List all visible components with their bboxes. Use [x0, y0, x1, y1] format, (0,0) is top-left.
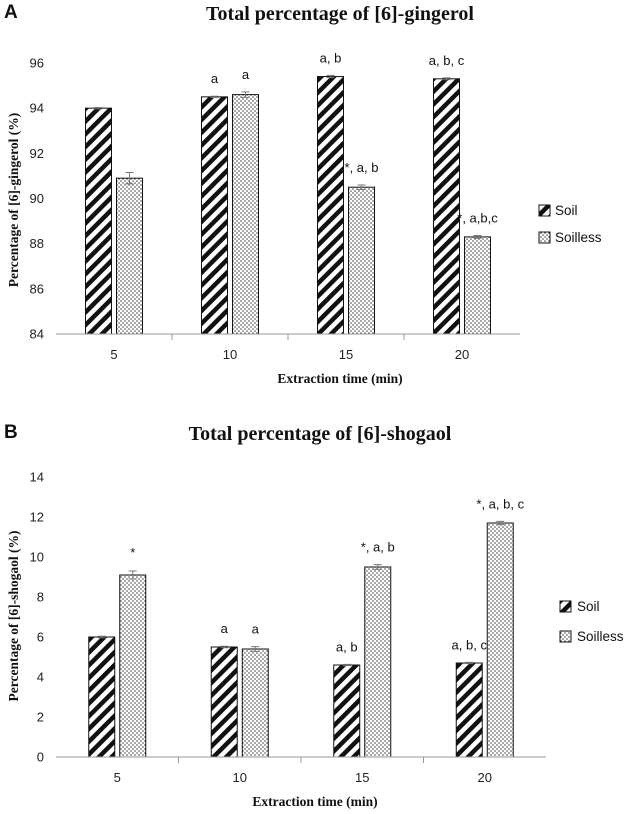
bar-a-soilless-20	[464, 236, 491, 335]
bar-a-soilless-5	[116, 177, 143, 335]
annotation-a-soil-20: a, b, c	[429, 53, 465, 68]
error-bar-b-soilless-5	[128, 570, 137, 580]
x-axis-label-a: Extraction time (min)	[277, 371, 402, 386]
bar-a-soil-5	[85, 107, 112, 335]
error-bar-b-soilless-10	[251, 646, 260, 652]
y-tick-label-a-5: 94	[30, 101, 44, 116]
error-bar-a-soilless-20	[473, 235, 482, 239]
bar-a-soilless-15	[348, 186, 375, 335]
bar-b-soilless-15	[364, 566, 392, 758]
bar-b-soilless-5	[119, 574, 147, 758]
y-ticks-b: 0 2 4 6 8 10 12 14	[30, 470, 44, 765]
legend-a: Soil Soilless	[538, 203, 602, 245]
bar-b-soil-20	[455, 662, 483, 758]
annotation-b-soil-15: a, b	[336, 639, 358, 654]
annotation-a-soilless-20: *, a,b,c	[457, 211, 498, 226]
y-tick-label-a-4: 92	[30, 146, 44, 161]
error-bar-b-soilless-15	[373, 564, 382, 570]
annotation-b-soil-20: a, b, c	[452, 637, 488, 652]
legend-swatch-soilless-b	[559, 630, 572, 643]
legend-label-soil-b: Soil	[577, 599, 600, 614]
y-tick-label-b-0: 0	[37, 750, 44, 765]
error-bar-b-soil-20	[465, 661, 474, 665]
y-tick-label-a-3: 90	[30, 191, 44, 206]
legend-b: Soil Soilless	[559, 599, 624, 644]
x-ticks-b: 5 10 15 20	[114, 757, 492, 785]
annotations-b: a a, b a, b, c * a *, a, b *, a, b, c	[130, 496, 524, 654]
error-bar-a-soil-5	[94, 106, 103, 110]
y-tick-label-a-1: 86	[30, 281, 44, 296]
y-tick-label-a-0: 84	[30, 327, 44, 342]
legend-swatch-soilless-a	[538, 231, 551, 244]
y-tick-label-b-7: 14	[30, 470, 44, 485]
annotation-b-soil-10: a	[221, 621, 229, 636]
error-bar-b-soil-10	[220, 645, 229, 649]
annotation-b-soilless-5: *	[130, 545, 135, 560]
annotation-a-soil-10: a	[211, 71, 219, 86]
x-tick-label-a-1: 10	[223, 347, 237, 362]
x-axis-label-b: Extraction time (min)	[252, 794, 377, 809]
panel-a-chart: A Total percentage of [6]-gingerol Extra…	[4, 2, 602, 386]
bar-a-soil-15	[317, 76, 344, 335]
y-axis-label-a: Percentage of [6]-gingerol (%)	[6, 113, 21, 288]
panel-letter-a: A	[4, 2, 18, 23]
x-tick-label-a-2: 15	[339, 347, 353, 362]
bar-a-soil-20	[433, 78, 460, 335]
error-bar-a-soilless-15	[357, 184, 366, 190]
legend-swatch-soil-a	[538, 204, 551, 217]
y-tick-label-a-2: 88	[30, 236, 44, 251]
legend-label-soilless-b: Soilless	[577, 629, 624, 644]
annotation-b-soilless-15: *, a, b	[361, 540, 395, 555]
y-ticks-a: 84 86 88 90 92 94 96	[30, 56, 44, 342]
legend-swatch-soil-b	[559, 600, 572, 613]
x-tick-label-b-1: 10	[233, 770, 247, 785]
panel-b-chart: B Total percentage of [6]-shogaol Extrac…	[4, 422, 624, 809]
bar-b-soil-10	[210, 646, 238, 758]
y-tick-label-b-4: 8	[37, 590, 44, 605]
x-tick-label-b-0: 5	[114, 770, 121, 785]
bar-b-soil-15	[333, 664, 361, 758]
x-tick-label-b-2: 15	[355, 770, 369, 785]
bar-b-soilless-20	[486, 522, 514, 758]
legend-label-soilless-a: Soilless	[555, 230, 602, 245]
y-tick-label-b-6: 12	[30, 510, 44, 525]
y-tick-label-b-2: 4	[37, 670, 44, 685]
error-bar-b-soil-5	[97, 635, 106, 639]
bar-a-soil-10	[201, 96, 228, 335]
y-tick-label-b-1: 2	[37, 710, 44, 725]
panel-letter-b: B	[4, 422, 18, 443]
y-tick-label-b-5: 10	[30, 550, 44, 565]
error-bar-a-soil-10	[210, 95, 219, 99]
bar-b-soil-5	[88, 636, 116, 758]
x-tick-label-b-3: 20	[478, 770, 492, 785]
bars-b	[88, 520, 514, 758]
x-ticks-a: 5 10 15 20	[110, 334, 469, 362]
bars-a	[85, 74, 491, 335]
error-bar-a-soil-15	[326, 74, 335, 79]
chart-title-a: Total percentage of [6]-gingerol	[206, 3, 474, 25]
bar-a-soilless-10	[232, 94, 259, 335]
x-tick-label-a-3: 20	[455, 347, 469, 362]
annotation-b-soilless-10: a	[252, 622, 260, 637]
legend-label-soil-a: Soil	[555, 203, 578, 218]
annotations-a: a a, b a, b, c a *, a, b *, a,b,c	[211, 50, 498, 225]
bar-b-soilless-10	[241, 648, 269, 758]
error-bar-a-soil-20	[442, 77, 451, 81]
annotation-a-soilless-10: a	[242, 67, 250, 82]
y-tick-label-b-3: 6	[37, 630, 44, 645]
chart-title-b: Total percentage of [6]-shogaol	[189, 423, 452, 445]
annotation-b-soilless-20: *, a, b, c	[476, 496, 524, 511]
error-bar-a-soilless-10	[241, 91, 250, 98]
annotation-a-soilless-15: *, a, b	[345, 160, 379, 175]
x-tick-label-a-0: 5	[110, 347, 117, 362]
error-bar-a-soilless-5	[125, 172, 134, 185]
annotation-a-soil-15: a, b	[320, 50, 342, 65]
y-axis-label-b: Percentage of [6]-shogaol (%)	[6, 530, 21, 701]
y-tick-label-a-6: 96	[30, 56, 44, 71]
error-bar-b-soil-15	[342, 663, 351, 667]
error-bar-b-soilless-20	[496, 520, 505, 526]
